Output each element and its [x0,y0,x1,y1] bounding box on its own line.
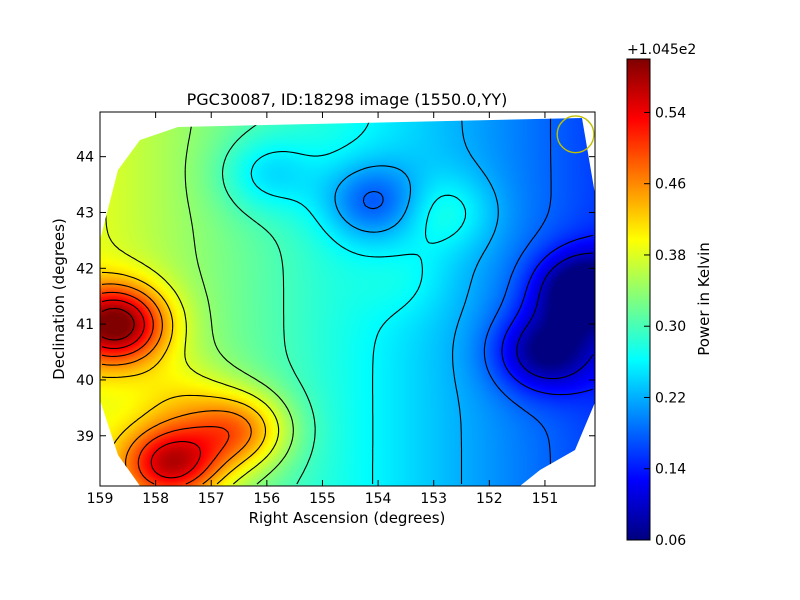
colorbar-tick-label: 0.30 [655,319,686,335]
contour-level [334,118,499,484]
contour-level [101,307,135,341]
x-tick-label: 154 [365,491,392,507]
colorbar-tick-label: 0.38 [655,248,686,264]
y-axis-ticks: 39 40 41 42 43 44 [76,150,595,445]
x-axis-ticks: 159 158 157 156 155 154 153 152 151 [87,112,559,507]
y-axis-label: Declination (degrees) [50,218,68,380]
colorbar-tick-label: 0.54 [655,105,686,121]
y-tick-label: 42 [76,261,94,277]
plot-frame [99,111,596,487]
x-tick-label: 158 [142,491,169,507]
x-tick-label: 153 [420,491,447,507]
heatmap-image [100,118,595,486]
beam-circle [556,115,595,154]
contour-level [250,118,467,484]
x-tick-label: 157 [198,491,225,507]
colorbar-label: Power in Kelvin [695,242,713,356]
colorbar-offset-text: +1.045e2 [627,42,696,58]
colorbar-ticks: 0.06 0.14 0.22 0.30 0.38 0.46 0.54 [644,105,686,549]
contour-level [221,118,316,485]
x-tick-label: 155 [309,491,336,507]
x-tick-label: 159 [87,491,114,507]
colorbar-tick-label: 0.06 [655,533,686,549]
x-axis-label: Right Ascension (degrees) [249,509,446,527]
x-tick-label: 151 [532,491,559,507]
contour-level [184,118,294,485]
contour-level [101,299,202,479]
x-tick-label: 156 [253,491,280,507]
colorbar-tick-label: 0.46 [655,177,686,193]
contour-level [101,283,252,485]
y-tick-label: 44 [76,150,94,166]
colorbar [626,58,651,541]
contour-level [101,291,230,485]
colorbar-tick-label: 0.14 [655,462,686,478]
y-tick-label: 40 [76,373,94,389]
contour-lines [101,118,594,485]
contour-level [516,252,594,380]
y-tick-label: 39 [76,429,94,445]
y-tick-label: 43 [76,205,94,221]
contour-level [501,234,594,396]
y-tick-label: 41 [76,317,94,333]
x-tick-label: 152 [476,491,503,507]
contour-level [362,118,552,484]
chart-title: PGC30087, ID:18298 image (1550.0,YY) [187,90,508,109]
colorbar-tick-label: 0.22 [655,390,686,406]
